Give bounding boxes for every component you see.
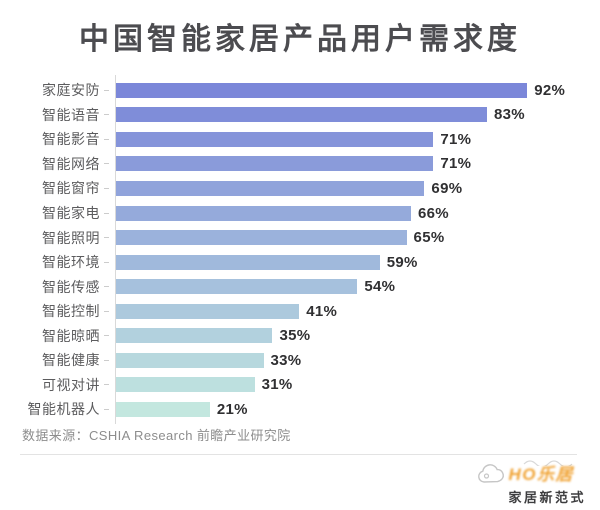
category-label: 智能环境 — [42, 254, 100, 271]
logo-text-block: HO乐居 家居新范式 — [508, 458, 586, 506]
bar — [116, 230, 407, 246]
value-label: 71% — [440, 130, 472, 148]
value-label: 92% — [534, 81, 566, 99]
value-label: 31% — [261, 376, 293, 394]
axis-tick-mark — [104, 408, 109, 410]
category-label: 智能家电 — [42, 205, 100, 221]
axis-tick-mark — [104, 237, 109, 239]
value-label: 69% — [431, 179, 463, 197]
bar-row: 智能环境 59% — [0, 250, 600, 275]
logo-tagline: 家居新范式 — [508, 489, 586, 505]
axis-tick-mark — [104, 359, 109, 361]
source-note: 数据来源：CSHIA Research 前瞻产业研究院 — [22, 428, 291, 443]
value-label: 83% — [494, 106, 525, 124]
category-label: 智能网络 — [42, 155, 100, 172]
bar — [116, 107, 487, 123]
bar — [116, 205, 412, 221]
bar — [116, 377, 255, 393]
bar-row: 可视对讲 31% — [0, 373, 600, 398]
axis-tick-mark — [104, 286, 109, 288]
category-label: 智能健康 — [42, 352, 100, 369]
bar-row: 智能影音 71% — [0, 127, 600, 152]
bar-row: 智能家电 66% — [0, 201, 600, 226]
bar — [116, 156, 434, 172]
bar — [116, 328, 273, 344]
axis-tick-mark — [104, 89, 109, 91]
value-label: 41% — [306, 302, 338, 320]
cloud-icon — [476, 463, 506, 492]
value-label: 65% — [413, 229, 445, 247]
y-axis-line — [115, 75, 116, 424]
axis-tick-mark — [104, 187, 109, 189]
category-label: 智能机器人 — [27, 401, 100, 418]
category-label: 智能影音 — [42, 131, 100, 148]
axis-tick-mark — [104, 310, 109, 312]
bar — [116, 401, 210, 417]
category-label: 智能晾晒 — [42, 327, 100, 344]
logo-wordmark: HO乐居 — [508, 465, 574, 484]
value-label: 21% — [216, 400, 248, 418]
axis-tick-mark — [104, 163, 109, 165]
value-label: 54% — [364, 278, 396, 296]
value-label: 33% — [270, 351, 302, 369]
axis-tick-mark — [104, 212, 109, 214]
category-label: 智能传感 — [42, 278, 100, 295]
bar — [116, 279, 358, 295]
category-label: 智能窗帘 — [42, 180, 100, 197]
bar — [116, 131, 434, 147]
category-label: 家庭安防 — [42, 82, 100, 99]
bar — [116, 82, 528, 98]
axis-tick-mark — [104, 114, 109, 116]
bar-row: 智能照明 65% — [0, 225, 600, 250]
logo-script-decoration — [524, 460, 573, 466]
value-label: 66% — [418, 204, 449, 222]
bar-row: 智能控制 41% — [0, 299, 600, 324]
logo: HO乐居 家居新范式 — [476, 458, 586, 506]
bar — [116, 180, 425, 196]
category-label: 智能控制 — [42, 303, 100, 320]
category-label: 智能照明 — [42, 229, 100, 246]
chart-title: 中国智能家居产品用户需求度 — [79, 23, 521, 56]
axis-tick-mark — [104, 384, 109, 386]
bar — [116, 254, 380, 270]
axis-tick-mark — [104, 261, 109, 263]
bar-row: 智能晾晒 35% — [0, 323, 600, 348]
category-label: 可视对讲 — [42, 376, 100, 393]
value-label: 71% — [440, 155, 472, 173]
footer-divider — [20, 454, 577, 455]
bar-chart: 家庭安防 92% 智能语音 83% 智能影音 71% 智能网络 71% 智能窗帘 69% 智能家电 6… — [0, 75, 600, 424]
axis-tick-mark — [104, 335, 109, 337]
bar-row: 智能网络 71% — [0, 152, 600, 177]
category-label: 智能语音 — [42, 106, 100, 123]
value-label: 59% — [386, 253, 418, 271]
bar-row: 智能语音 83% — [0, 103, 600, 128]
bar-row: 家庭安防 92% — [0, 78, 600, 103]
bar-rows-container: 家庭安防 92% 智能语音 83% 智能影音 71% 智能网络 71% 智能窗帘 69% 智能家电 6… — [0, 78, 600, 422]
axis-tick-mark — [104, 138, 109, 140]
bar-row: 智能窗帘 69% — [0, 176, 600, 201]
bar-row: 智能健康 33% — [0, 348, 600, 373]
bar-row: 智能传感 54% — [0, 274, 600, 299]
value-label: 35% — [279, 327, 311, 345]
bar — [116, 303, 300, 319]
bar-row: 智能机器人 21% — [0, 397, 600, 422]
bar — [116, 352, 264, 368]
